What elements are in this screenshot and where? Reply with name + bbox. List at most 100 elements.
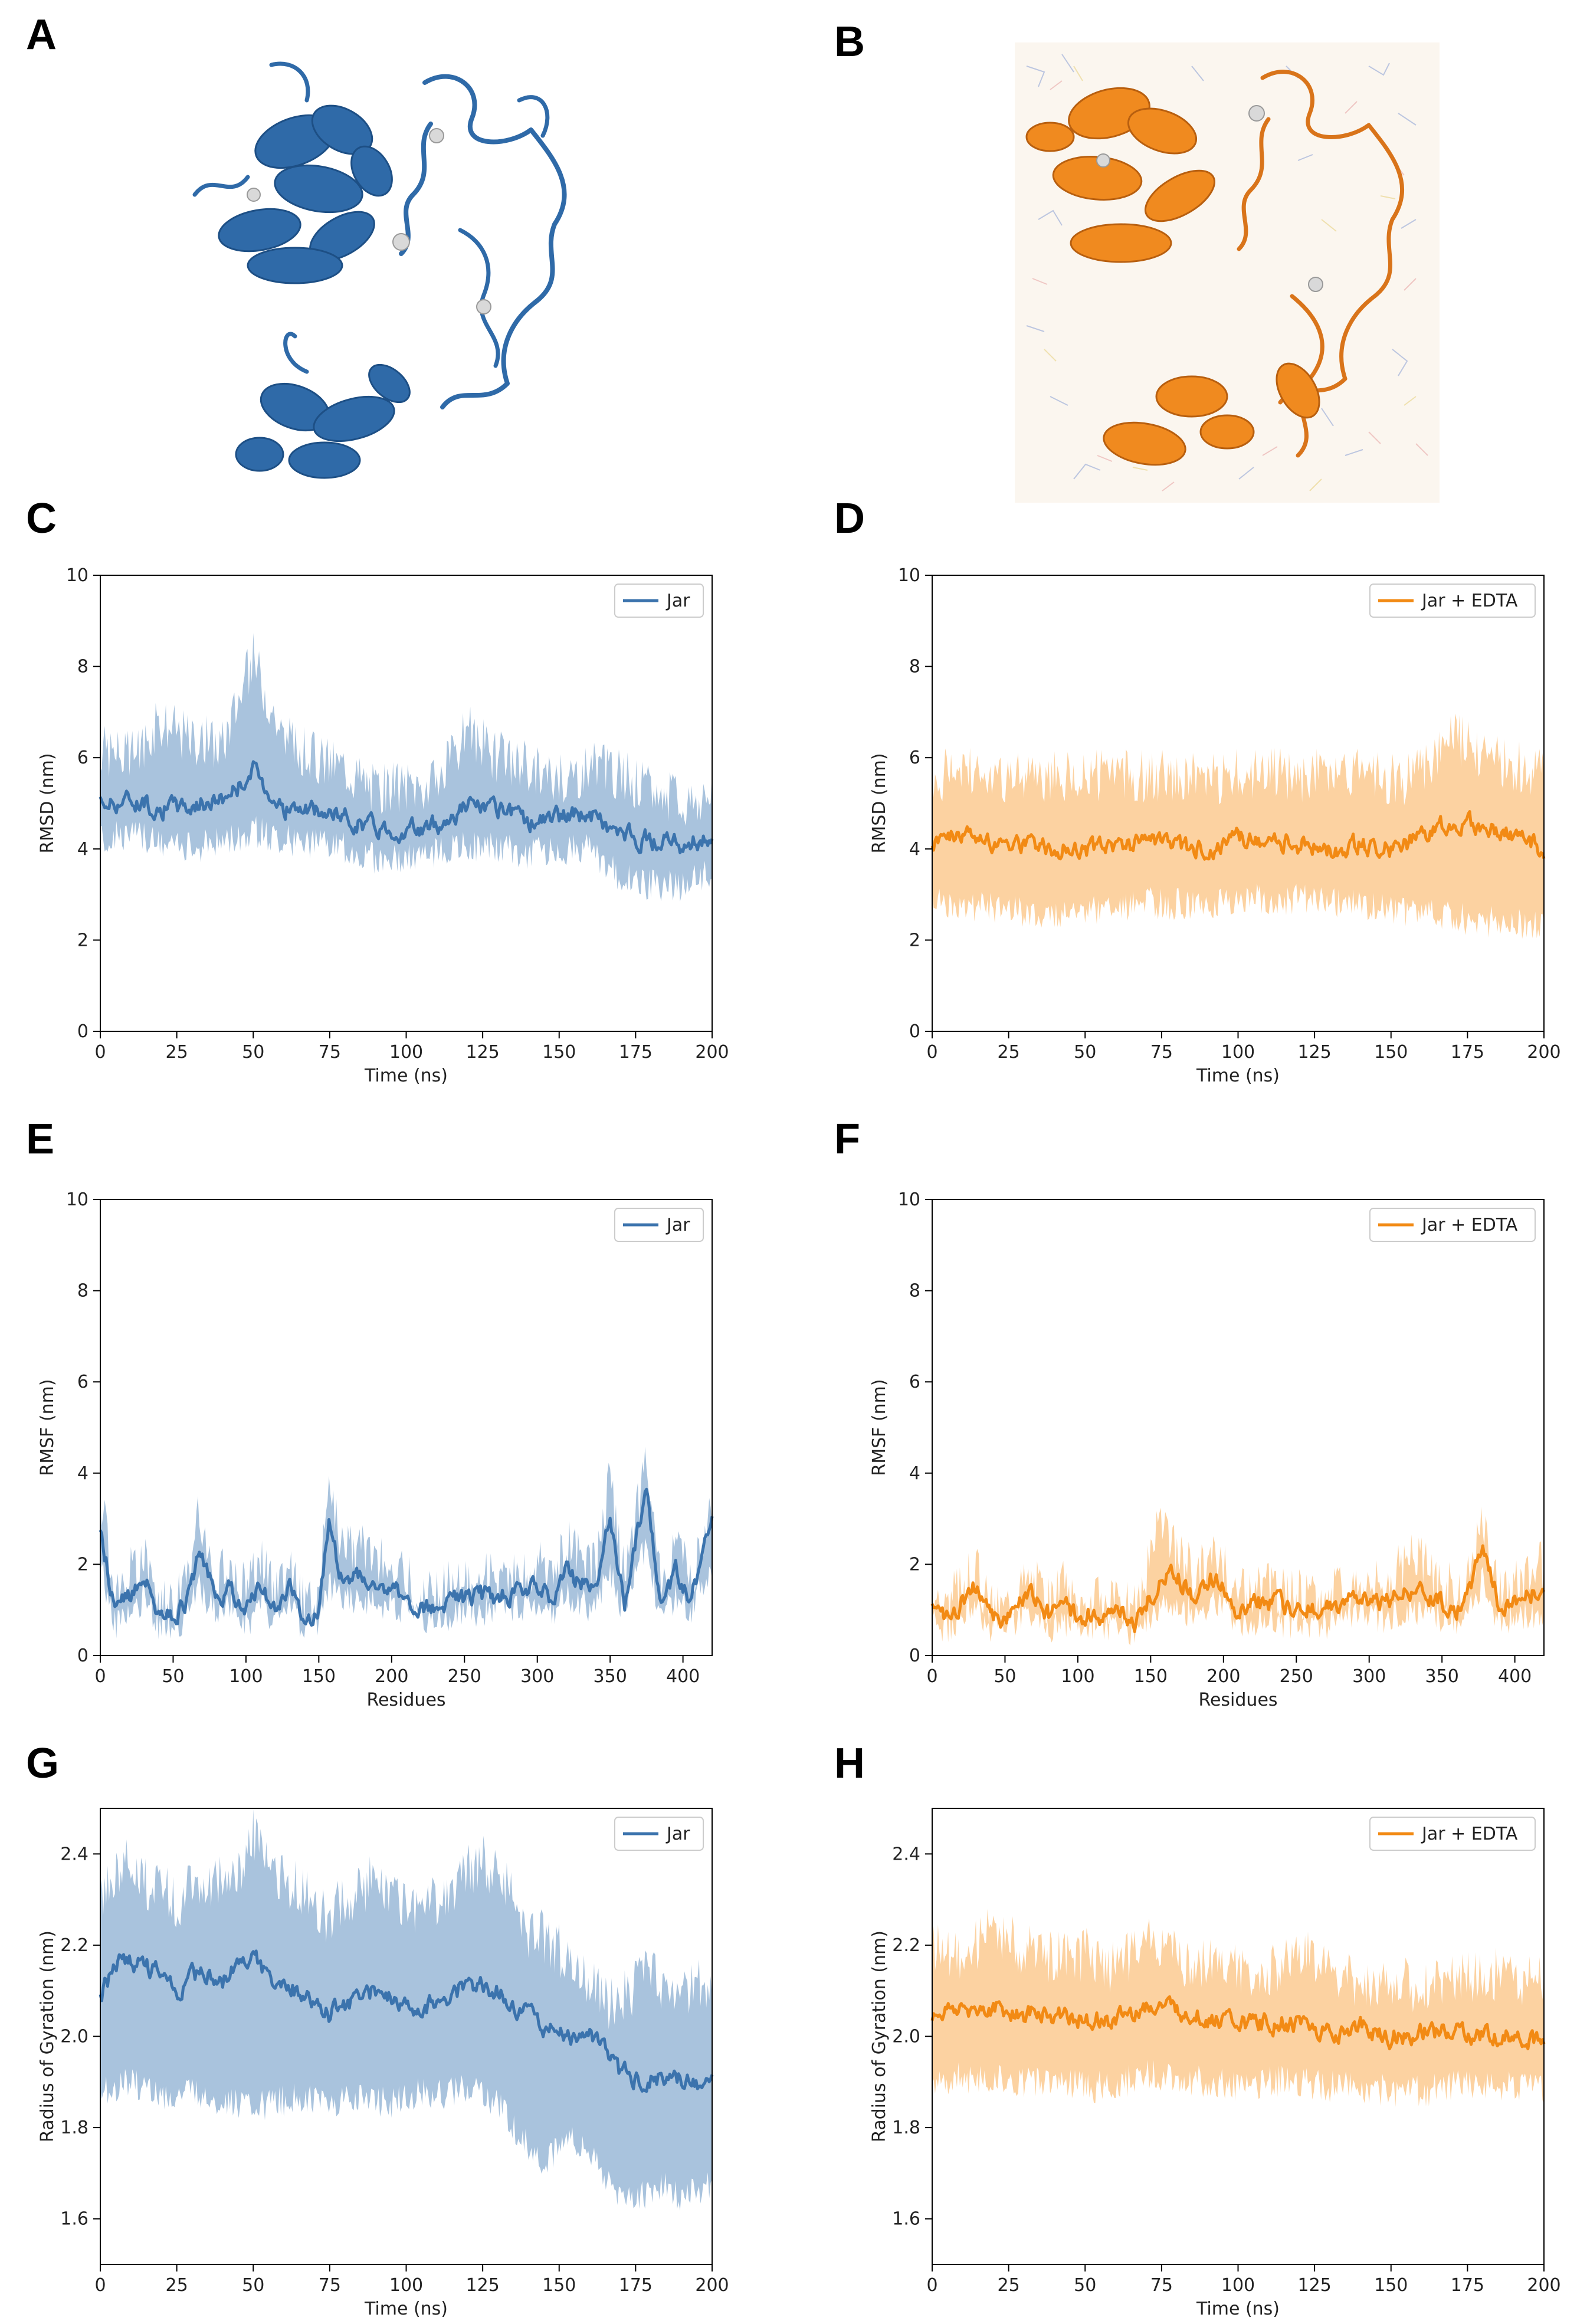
y-axis-label: RMSD (nm) [869, 753, 890, 853]
y-tick-label: 10 [66, 1189, 88, 1210]
y-axis-label: Radius of Gyration (nm) [37, 1930, 58, 2142]
legend: Jar [614, 584, 704, 618]
legend-box [614, 1208, 704, 1242]
legend-label: Jar + EDTA [1421, 591, 1518, 611]
y-tick-label: 1.6 [60, 2209, 88, 2230]
x-tick-label: 50 [1074, 1042, 1096, 1063]
x-tick-label: 150 [542, 2275, 576, 2296]
x-tick-label: 175 [619, 1042, 653, 1063]
y-tick-label: 0 [909, 1646, 920, 1666]
x-tick-label: 150 [1374, 1042, 1408, 1063]
panel-letter-h: H [834, 1740, 865, 1787]
legend-label: Jar [665, 1215, 690, 1235]
y-tick-label: 2 [909, 930, 920, 950]
y-tick-label: 0 [77, 1646, 88, 1666]
series-line-F [930, 1544, 1546, 1633]
x-tick-label: 150 [1374, 2275, 1408, 2296]
y-tick-label: 2 [77, 1554, 88, 1575]
legend-box [614, 584, 704, 618]
y-tick-label: 10 [898, 565, 920, 586]
chart-rmsf-jar: 0 50 100 150 200 250 300 350 400 0 2 4 6 8 10 Residues R… [0, 1179, 745, 1710]
x-tick-label: 125 [1297, 1042, 1331, 1063]
y-tick-label: 2 [77, 930, 88, 950]
chart-rg-jar: 0 25 50 75 100 125 150 175 200 1.6 1.8 2.0 2.2 2.4 Tim… [0, 1788, 745, 2319]
y-tick-label: 6 [909, 1372, 920, 1392]
x-tick-label: 150 [1134, 1666, 1168, 1687]
x-tick-label: 25 [166, 1042, 188, 1063]
x-tick-label: 300 [520, 1666, 554, 1687]
y-tick-label: 2.4 [60, 1844, 88, 1864]
y-tick-label: 2.2 [60, 1935, 88, 1956]
legend-box [1369, 584, 1536, 618]
y-axis-label: Radius of Gyration (nm) [869, 1930, 890, 2142]
y-axis-label: RMSF (nm) [869, 1379, 890, 1476]
y-tick-label: 1.8 [60, 2118, 88, 2138]
x-tick-label: 100 [389, 1042, 423, 1063]
protein-structure-jar-edta [1015, 42, 1440, 503]
x-tick-label: 0 [926, 1042, 937, 1063]
y-tick-label: 10 [898, 1189, 920, 1210]
series-band-H [932, 1909, 1544, 2107]
panel-letter-a: A [26, 11, 57, 58]
y-tick-label: 6 [77, 1372, 88, 1392]
x-tick-label: 200 [1527, 1042, 1560, 1063]
y-axis-label: RMSF (nm) [37, 1379, 58, 1476]
legend: Jar + EDTA [1369, 1817, 1536, 1851]
series-band-E [100, 1447, 712, 1640]
series-band-G [100, 1809, 712, 2211]
x-tick-label: 75 [1150, 1042, 1173, 1063]
x-tick-label: 175 [1451, 1042, 1484, 1063]
x-tick-label: 300 [1352, 1666, 1386, 1687]
panel-letter-b: B [834, 18, 865, 65]
x-tick-label: 250 [448, 1666, 481, 1687]
x-tick-label: 75 [319, 2275, 341, 2296]
x-tick-label: 75 [1150, 2275, 1173, 2296]
x-tick-label: 0 [94, 1666, 106, 1687]
y-tick-label: 8 [77, 657, 88, 677]
protein-structure-jar [177, 53, 602, 501]
x-tick-label: 25 [998, 2275, 1020, 2296]
plot-frame [100, 1199, 713, 1656]
x-tick-label: 125 [465, 2275, 499, 2296]
x-tick-label: 100 [229, 1666, 263, 1687]
x-tick-label: 200 [695, 1042, 729, 1063]
x-tick-label: 400 [1498, 1666, 1532, 1687]
y-tick-label: 0 [77, 1021, 88, 1042]
y-axis-label: RMSD (nm) [37, 753, 58, 853]
x-tick-label: 150 [302, 1666, 336, 1687]
x-axis-label: Time (ns) [1196, 2299, 1280, 2319]
series-line-H [930, 1995, 1546, 2051]
legend-label: Jar [665, 591, 690, 611]
x-tick-label: 200 [1206, 1666, 1240, 1687]
y-tick-label: 4 [77, 839, 88, 860]
x-tick-label: 200 [1527, 2275, 1560, 2296]
legend-box [1369, 1208, 1536, 1242]
y-tick-label: 1.8 [892, 2118, 920, 2138]
x-tick-label: 0 [94, 1042, 106, 1063]
y-tick-label: 4 [77, 1463, 88, 1484]
series-band-C [100, 632, 712, 902]
series-band-D [932, 713, 1544, 939]
x-axis-label: Time (ns) [364, 2299, 448, 2319]
chart-rmsd-jar-edta: 0 25 50 75 100 125 150 175 200 0 2 4 6 8 10 Time (ns) RM… [832, 555, 1577, 1086]
series-line-D [930, 810, 1546, 861]
x-tick-label: 75 [319, 1042, 341, 1063]
y-tick-label: 6 [77, 748, 88, 768]
x-axis-label: Residues [366, 1690, 445, 1710]
legend-box [614, 1817, 704, 1851]
y-tick-label: 2.0 [60, 2027, 88, 2047]
x-axis-label: Residues [1198, 1690, 1277, 1710]
series-band-F [932, 1506, 1544, 1646]
chart-rmsd-jar: 0 25 50 75 100 125 150 175 200 0 2 4 6 8 10 Time (ns) RM… [0, 555, 745, 1086]
legend-label: Jar [665, 1824, 690, 1844]
series-line-E [99, 1487, 714, 1627]
x-tick-label: 50 [242, 2275, 264, 2296]
x-tick-label: 125 [1297, 2275, 1331, 2296]
series-line-G [99, 1949, 714, 2093]
x-tick-label: 25 [166, 2275, 188, 2296]
y-tick-label: 2.2 [892, 1935, 920, 1956]
legend-box [1369, 1817, 1536, 1851]
y-tick-label: 2.0 [892, 2027, 920, 2047]
x-tick-label: 0 [926, 1666, 937, 1687]
x-tick-label: 100 [389, 2275, 423, 2296]
